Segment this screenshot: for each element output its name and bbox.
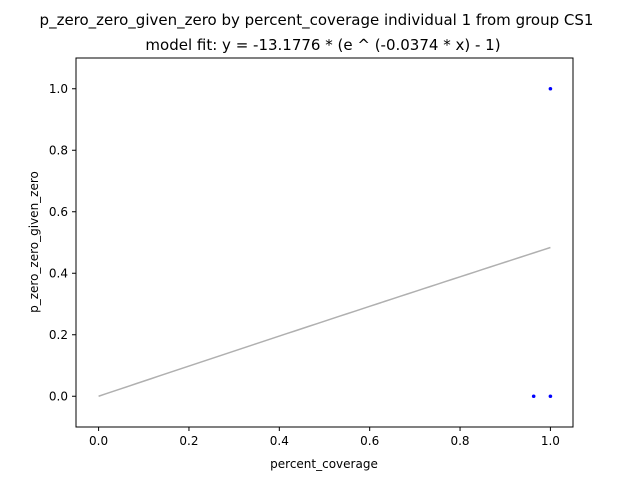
chart-subtitle: model fit: y = -13.1776 * (e ^ (-0.0374 … <box>145 36 500 54</box>
y-tick-label: 0.8 <box>49 143 68 157</box>
y-tick-label: 0.6 <box>49 205 68 219</box>
y-axis-label: p_zero_zero_given_zero <box>27 171 41 313</box>
x-tick-label: 1.0 <box>541 434 560 448</box>
data-point <box>548 394 553 399</box>
chart-title: p_zero_zero_given_zero by percent_covera… <box>40 11 594 30</box>
x-tick-label: 0.0 <box>89 434 108 448</box>
plot-area <box>75 57 574 428</box>
y-tick-label: 0.2 <box>49 328 68 342</box>
x-tick-label: 0.6 <box>360 434 379 448</box>
x-tick-label: 0.2 <box>179 434 198 448</box>
y-axis-ticks: 0.0 0.2 0.4 0.6 0.8 1.0 <box>49 82 76 403</box>
y-tick-label: 0.4 <box>49 266 68 280</box>
x-tick-label: 0.4 <box>270 434 289 448</box>
fit-line-layer <box>98 246 551 397</box>
data-point <box>531 394 536 399</box>
x-tick-label: 0.8 <box>450 434 469 448</box>
data-point <box>548 86 553 91</box>
fit-line <box>98 246 551 397</box>
x-axis-ticks: 0.0 0.2 0.4 0.6 0.8 1.0 <box>89 427 560 448</box>
x-axis-label: percent_coverage <box>270 457 378 471</box>
y-tick-label: 1.0 <box>49 82 68 96</box>
points-layer <box>531 86 553 399</box>
y-tick-label: 0.0 <box>49 389 68 403</box>
